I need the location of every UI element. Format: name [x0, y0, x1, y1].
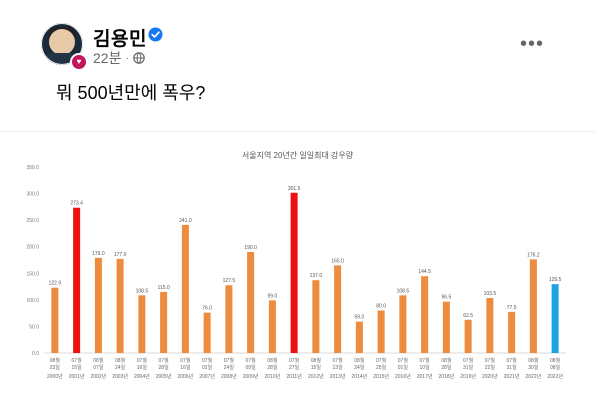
avatar-ring [41, 23, 83, 65]
meta-separator: · [125, 52, 129, 64]
post-time[interactable]: 22분 [93, 50, 122, 66]
author-name[interactable]: 김용민 [93, 29, 147, 50]
globe-icon[interactable] [132, 52, 145, 64]
more-options-icon[interactable]: ••• [520, 33, 545, 55]
author-avatar[interactable] [41, 23, 83, 65]
post-meta: 22분 · [93, 48, 145, 68]
chart-image[interactable] [0, 131, 595, 412]
chart-title: 서울지역 20년간 일일최대 강우량 [241, 151, 354, 160]
post-text: 뭐 500년만에 폭우? [56, 83, 206, 103]
verified-check-icon [148, 27, 163, 42]
heart-badge-icon: ♥ [70, 53, 88, 71]
